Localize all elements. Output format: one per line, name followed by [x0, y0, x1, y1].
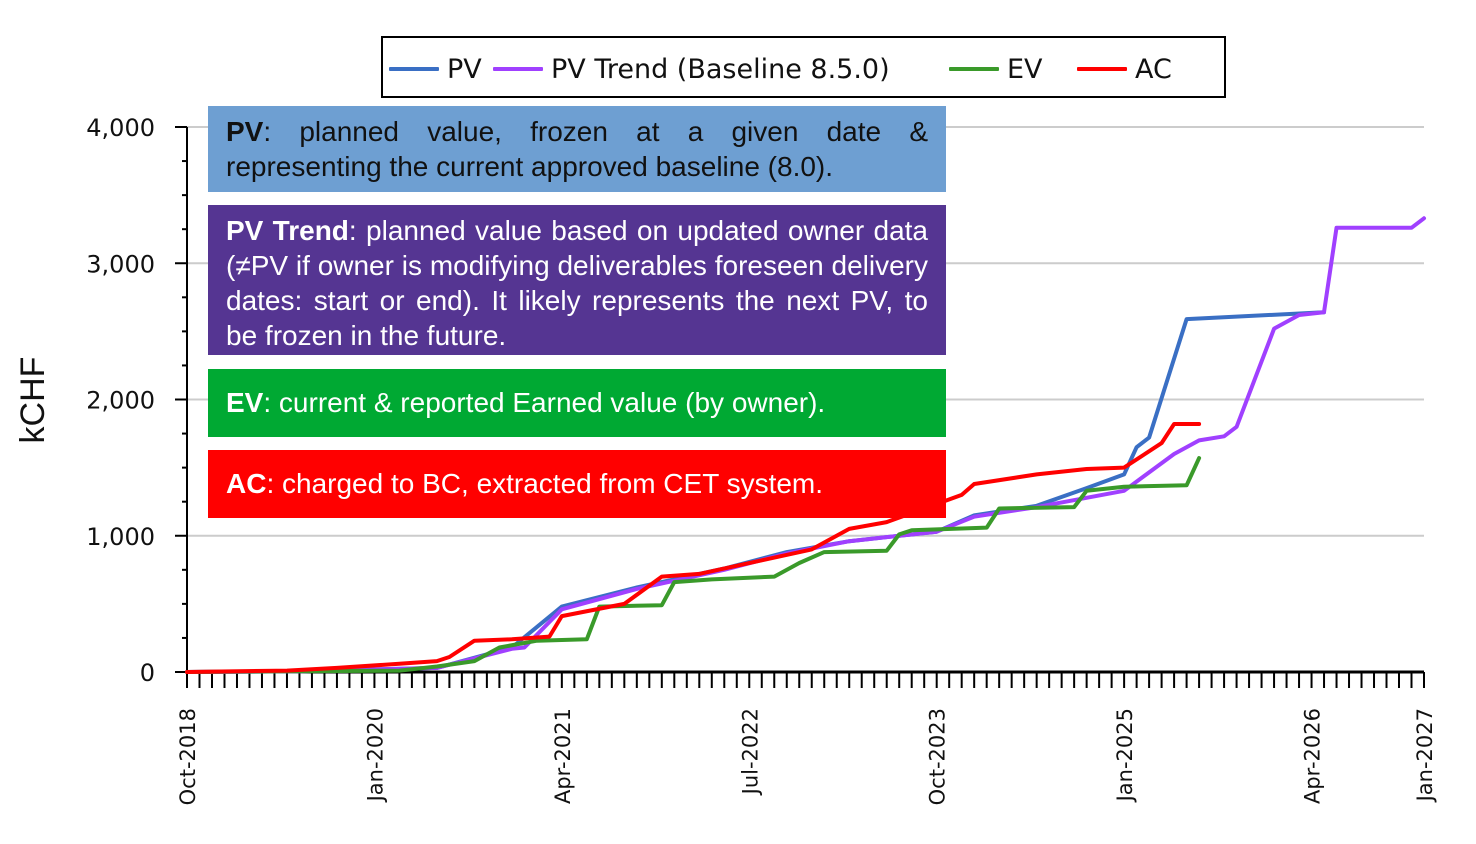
series-line-pv-trend-baseline-8-5-0	[185, 216, 1426, 674]
note-ac-term: AC	[226, 468, 267, 499]
y-tick-label: 2,000	[86, 387, 155, 415]
x-tick-label: Oct-2018	[176, 708, 200, 805]
x-tick-label: Apr-2021	[551, 708, 575, 804]
note-ev-text: : current & reported Earned value (by ow…	[263, 387, 826, 418]
y-tick-label: 3,000	[86, 250, 155, 278]
note-pv-term: PV	[226, 116, 264, 147]
chart-legend: PV PV Trend (Baseline 8.5.0) EV AC	[381, 36, 1226, 98]
y-tick-label: 4,000	[86, 114, 155, 142]
note-pv-trend-text: : planned value based on updated owner d…	[226, 215, 928, 351]
y-tick-label: 1,000	[86, 523, 155, 551]
legend-label-pv-trend: PV Trend (Baseline 8.5.0)	[551, 53, 890, 85]
note-ev-term: EV	[226, 387, 264, 418]
legend-swatch-ev	[949, 67, 999, 71]
note-pv: PV: planned value, frozen at a given dat…	[208, 106, 946, 192]
note-ac: AC: charged to BC, extracted from CET sy…	[208, 450, 946, 518]
y-tick-label: 0	[140, 659, 155, 687]
legend-item-ev: EV	[949, 38, 1043, 100]
axes: 0 1,000 2,000 3,000 4,000 Oct-2018 Jan-2020 Apr…	[86, 114, 1437, 805]
x-tick-label: Jan-2025	[1113, 708, 1137, 803]
x-tick-label: Jan-2020	[363, 708, 387, 803]
note-ac-text: : charged to BC, extracted from CET syst…	[266, 468, 824, 499]
series-lines	[185, 216, 1426, 674]
note-pv-trend: PV Trend: planned value based on updated…	[208, 205, 946, 355]
legend-label-ev: EV	[1007, 53, 1043, 85]
legend-swatch-pv	[389, 67, 439, 71]
legend-swatch-pv-trend	[493, 67, 543, 71]
legend-label-pv: PV	[447, 53, 482, 85]
y-axis-title: kCHF	[14, 357, 52, 444]
legend-label-ac: AC	[1135, 53, 1172, 85]
note-pv-trend-term: PV Trend	[226, 215, 349, 246]
series-line-ac	[185, 422, 1202, 674]
x-tick-label: Apr-2026	[1301, 708, 1325, 804]
note-ev: EV: current & reported Earned value (by …	[208, 369, 946, 437]
legend-swatch-ac	[1077, 67, 1127, 71]
series-line-ev	[185, 456, 1202, 674]
note-pv-text: : planned value, frozen at a given date …	[226, 116, 928, 182]
legend-item-ac: AC	[1077, 38, 1172, 100]
legend-item-pv: PV	[389, 38, 482, 100]
legend-item-pv-trend: PV Trend (Baseline 8.5.0)	[493, 38, 890, 100]
x-tick-label: Jan-2027	[1413, 708, 1437, 803]
x-tick-label: Jul-2022	[738, 708, 762, 796]
x-tick-label: Oct-2023	[926, 708, 950, 805]
